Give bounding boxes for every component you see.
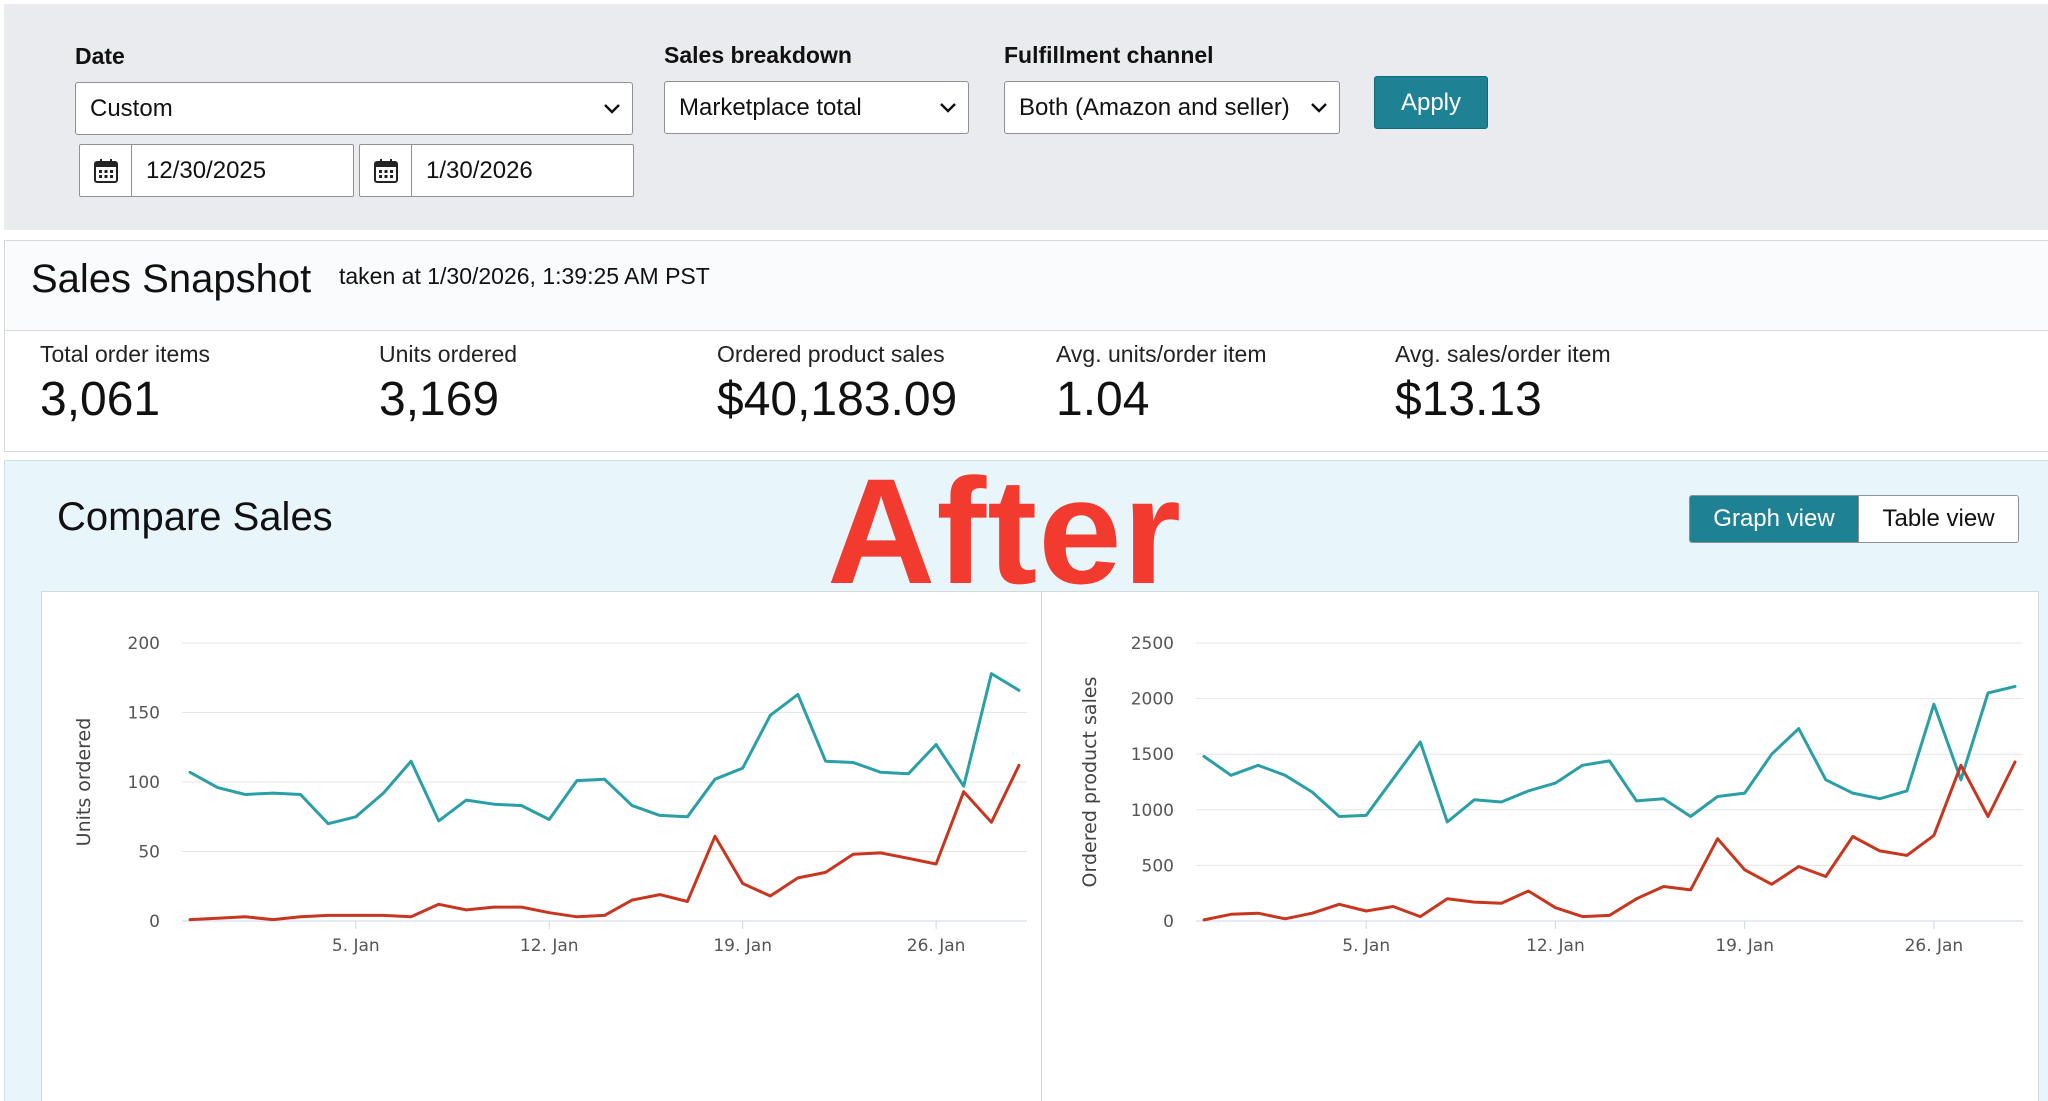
x-tick-label: 26. Jan [1905, 936, 1964, 956]
metric-value: 1.04 [1056, 373, 1150, 426]
compare-sales-title: Compare Sales [57, 495, 333, 539]
metric-label: Avg. sales/order item [1395, 341, 1611, 367]
date-range-value: Custom [90, 94, 173, 122]
fulfillment-channel-label: Fulfillment channel [1004, 42, 1214, 68]
sales-breakdown-select[interactable]: Marketplace total [664, 81, 969, 134]
charts-container: 0 50 100 150 200 5. Jan 12. Jan 19. Jan 26. Jan U… [41, 591, 2039, 1101]
x-tick-label: 12. Jan [1526, 936, 1585, 956]
chevron-down-icon [592, 83, 632, 134]
y-axis-label: Units ordered [73, 718, 95, 847]
metric-value: $13.13 [1395, 373, 1542, 426]
ordered-product-sales-chart: 0 500 1000 1500 2000 2500 5. Jan 12. Jan 19. Jan… [1079, 634, 2023, 956]
end-date-value: 1/30/2026 [426, 156, 533, 184]
series-line-1 [188, 763, 1021, 922]
y-tick-label: 200 [128, 634, 160, 654]
metric-value: $40,183.09 [717, 373, 958, 426]
chevron-down-icon [1299, 82, 1339, 133]
fulfillment-channel-value: Both (Amazon and seller) [1019, 93, 1290, 121]
after-overlay-label: After [827, 447, 1183, 615]
metric-avg-units-per-order-item: Avg. units/order item 1.04 [1056, 341, 1267, 427]
sales-breakdown-label: Sales breakdown [664, 42, 852, 68]
y-tick-label: 2000 [1131, 690, 1174, 710]
metric-label: Ordered product sales [717, 341, 945, 367]
y-tick-label: 1500 [1131, 745, 1174, 765]
x-tick-label: 19. Jan [713, 936, 772, 956]
x-tick-label: 5. Jan [332, 936, 380, 956]
metric-avg-sales-per-order-item: Avg. sales/order item $13.13 [1395, 341, 1611, 427]
snapshot-title: Sales Snapshot [31, 257, 312, 301]
series-line-1 [1202, 760, 2017, 922]
start-date-value: 12/30/2025 [146, 156, 267, 184]
y-tick-label: 150 [128, 704, 160, 724]
x-tick-label: 5. Jan [1342, 936, 1390, 956]
series-line-0 [188, 672, 1021, 826]
y-tick-label: 500 [1142, 856, 1174, 876]
metric-label: Total order items [40, 341, 211, 367]
metric-value: 3,169 [379, 373, 500, 426]
series-line-0 [1202, 684, 2017, 824]
snapshot-header: Sales Snapshot taken at 1/30/2026, 1:39:… [5, 241, 2048, 331]
metric-total-order-items: Total order items 3,061 [40, 341, 210, 427]
y-tick-label: 0 [1163, 912, 1174, 932]
metric-label: Units ordered [379, 341, 518, 367]
y-tick-label: 1000 [1131, 801, 1174, 821]
sales-breakdown-value: Marketplace total [679, 93, 862, 121]
sales-snapshot-panel: Sales Snapshot taken at 1/30/2026, 1:39:… [4, 240, 2048, 452]
y-tick-label: 2500 [1131, 634, 1174, 654]
x-tick-label: 12. Jan [520, 936, 579, 956]
graph-view-button[interactable]: Graph view [1690, 496, 1858, 542]
chart-divider [1041, 592, 1042, 1101]
view-toggle: Graph view Table view [1689, 495, 2019, 543]
start-date-input[interactable]: 12/30/2025 [79, 144, 354, 197]
y-tick-label: 0 [149, 912, 160, 932]
metric-units-ordered: Units ordered 3,169 [379, 341, 517, 427]
date-filter-label: Date [75, 43, 125, 69]
units-ordered-chart: 0 50 100 150 200 5. Jan 12. Jan 19. Jan 26. Jan U… [73, 634, 1027, 956]
x-tick-label: 19. Jan [1715, 936, 1774, 956]
metric-ordered-product-sales: Ordered product sales $40,183.09 [717, 341, 957, 427]
table-view-button[interactable]: Table view [1858, 496, 2018, 542]
calendar-icon[interactable] [360, 145, 412, 196]
calendar-icon[interactable] [80, 145, 132, 196]
compare-sales-panel: Compare Sales After Graph view Table vie… [4, 447, 2048, 1101]
metric-label: Avg. units/order item [1056, 341, 1267, 367]
fulfillment-channel-select[interactable]: Both (Amazon and seller) [1004, 81, 1340, 134]
x-tick-label: 26. Jan [907, 936, 966, 956]
y-tick-label: 50 [138, 843, 160, 863]
metric-value: 3,061 [40, 373, 161, 426]
date-range-select[interactable]: Custom [75, 82, 633, 135]
chevron-down-icon [928, 82, 968, 133]
y-axis-label: Ordered product sales [1079, 677, 1101, 888]
end-date-input[interactable]: 1/30/2026 [359, 144, 634, 197]
y-tick-label: 100 [128, 773, 160, 793]
apply-button[interactable]: Apply [1374, 76, 1488, 129]
filter-bar: Date Custom 12/30/2025 1/30/2026 Sales b… [4, 4, 2048, 230]
snapshot-timestamp: taken at 1/30/2026, 1:39:25 AM PST [339, 263, 710, 289]
